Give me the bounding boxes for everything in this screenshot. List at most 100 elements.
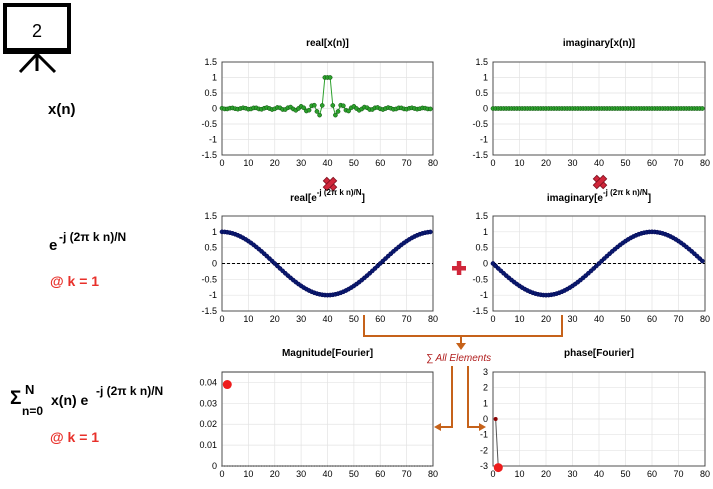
baseline-point [250, 465, 252, 467]
baseline-point [358, 465, 360, 467]
x-tick-label: 20 [541, 469, 551, 479]
x-tick-label: 10 [514, 158, 524, 168]
baseline-point [347, 465, 350, 467]
x-tick-label: 80 [700, 158, 710, 168]
x-tick-label: 20 [541, 314, 551, 324]
y-tick-label: 0 [212, 461, 217, 471]
xn-label: x(n) [48, 101, 76, 118]
data-point [428, 106, 433, 112]
sum-exponent: -j (2π k n)/N [96, 384, 163, 398]
y-tick-label: -1.5 [201, 306, 217, 316]
data-point [428, 229, 433, 235]
baseline-point [321, 465, 324, 467]
chart-magnitude: Magnitude[Fourier] 0 10 20 30 40 50 60 70 80 0.04 0… [199, 348, 438, 479]
baseline-point [392, 465, 395, 467]
baseline-point [395, 465, 397, 467]
baseline-point [411, 465, 413, 467]
x-tick-label: 60 [647, 314, 657, 324]
x-tick-label: 30 [567, 158, 577, 168]
baseline-point [295, 465, 297, 467]
at-k1-top-label: @ k = 1 [50, 273, 99, 289]
baseline-point [379, 465, 382, 467]
baseline-point [244, 465, 247, 467]
plot-border [492, 371, 706, 467]
baseline-point [279, 465, 281, 467]
y-tick-label: 1 [212, 73, 217, 83]
chart-title: phase[Fourier] [564, 348, 634, 359]
baseline-point [281, 465, 284, 467]
y-tick-label: 0.5 [204, 243, 217, 253]
baseline-point [376, 465, 379, 467]
baseline-point [387, 465, 389, 467]
baseline-point [342, 465, 345, 467]
y-tick-label: 0 [483, 104, 488, 114]
data-point [346, 108, 351, 114]
baseline-point [416, 465, 418, 467]
baseline-point [339, 465, 342, 467]
baseline-point [266, 465, 268, 467]
x-tick-label: 0 [490, 158, 495, 168]
y-tick-label: -0.5 [472, 119, 488, 129]
data-point [327, 75, 333, 80]
x-tick-label: 20 [270, 469, 280, 479]
sum-body: x(n) e [51, 392, 89, 408]
sum-upper-limit: N [25, 382, 34, 397]
kernel-exponent: -j (2π k n)/N [59, 230, 126, 244]
baseline-point [313, 465, 316, 467]
x-tick-label: 80 [700, 314, 710, 324]
y-tick-label: 2 [483, 383, 488, 393]
chart-title: real[x(n)] [306, 38, 349, 49]
baseline-point [353, 465, 355, 467]
x-tick-label: 10 [243, 314, 253, 324]
y-tick-label: -1.5 [201, 150, 217, 160]
baseline-point [300, 465, 302, 467]
x-tick-label: 0 [219, 469, 224, 479]
baseline-point [366, 465, 368, 467]
data-point [319, 103, 325, 108]
y-tick-label: 0 [212, 104, 217, 114]
magnitude-point [222, 380, 232, 390]
arrow-heads [434, 343, 486, 431]
baseline-point [247, 465, 250, 467]
sum-all-elements-caption: ∑ All Elements [426, 353, 491, 364]
baseline-point [384, 465, 387, 467]
slide-number: 2 [32, 21, 42, 41]
baseline-point [223, 465, 226, 467]
x-tick-label: 60 [647, 158, 657, 168]
baseline-point [260, 465, 263, 467]
baseline-point [297, 465, 300, 467]
chart-real-x: real[x(n)] 0 10 20 30 40 50 60 70 80 1.5 1 0.5 0 -0.5 -… [201, 38, 438, 168]
y-tick-label: 0.04 [199, 377, 217, 387]
baseline-point [305, 465, 308, 467]
sum-lower-limit: n=0 [22, 404, 43, 418]
data-point [700, 258, 705, 264]
baseline-point [308, 465, 310, 467]
x-tick-label: 30 [296, 469, 306, 479]
baseline-point [371, 465, 374, 467]
x-tick-label: 50 [620, 314, 630, 324]
x-tick-label: 10 [514, 314, 524, 324]
multiply-icon [322, 176, 338, 192]
baseline-point [268, 465, 271, 467]
y-tick-label: -1 [480, 290, 488, 300]
x-tick-label: 30 [296, 158, 306, 168]
x-tick-label: 0 [219, 158, 224, 168]
x-tick-label: 30 [567, 314, 577, 324]
baseline-point [413, 465, 416, 467]
x-tick-label: 50 [620, 158, 630, 168]
baseline-point [310, 465, 313, 467]
y-tick-label: 0.5 [475, 243, 488, 253]
x-tick-label: 10 [243, 158, 253, 168]
baseline-point [426, 465, 429, 467]
phase-point [493, 417, 498, 421]
y-tick-label: -1 [209, 135, 217, 145]
y-tick-label: 1 [483, 73, 488, 83]
baseline-point [337, 465, 339, 467]
x-tick-label: 0 [490, 469, 495, 479]
baseline-point [287, 465, 289, 467]
baseline-point [331, 465, 334, 467]
chart-title: imaginary[x(n)] [563, 38, 635, 49]
baseline-point [252, 465, 255, 467]
x-tick-label: 20 [541, 158, 551, 168]
x-tick-label: 40 [594, 469, 604, 479]
